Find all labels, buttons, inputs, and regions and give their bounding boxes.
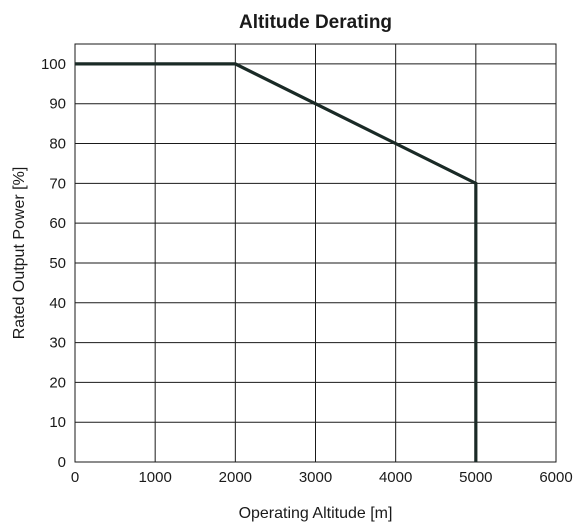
y-axis-label: Rated Output Power [%] (11, 167, 28, 340)
chart-title: Altitude Derating (239, 12, 392, 33)
y-tick-label-9: 90 (49, 96, 66, 113)
y-axis-ticks: 0 10 20 30 40 50 60 70 80 90 100 (41, 56, 66, 471)
y-tick-label-5: 50 (49, 255, 66, 272)
x-tick-label-6: 6000 (539, 469, 572, 486)
y-tick-label-3: 30 (49, 335, 66, 352)
y-tick-label-4: 40 (49, 295, 66, 312)
x-tick-label-0: 0 (71, 469, 79, 486)
series-layer (75, 62, 478, 462)
x-tick-label-3: 3000 (299, 469, 332, 486)
y-tick-label-7: 70 (49, 175, 66, 192)
x-tick-label-4: 4000 (379, 469, 412, 486)
x-tick-label-5: 5000 (459, 469, 492, 486)
y-tick-label-0: 0 (58, 454, 66, 471)
x-tick-label-1: 1000 (138, 469, 171, 486)
y-tick-label-1: 10 (49, 414, 66, 431)
y-tick-label-6: 60 (49, 215, 66, 232)
x-axis-label: Operating Altitude [m] (239, 505, 393, 522)
x-tick-label-2: 2000 (219, 469, 252, 486)
y-tick-label-2: 20 (49, 374, 66, 391)
grid (74, 44, 557, 463)
plot-frame (74, 43, 557, 463)
y-tick-label-8: 80 (49, 136, 66, 153)
x-axis-ticks: 0 1000 2000 3000 4000 5000 6000 (71, 469, 573, 486)
derating-line-0 (75, 62, 478, 462)
y-tick-label-10: 100 (41, 56, 66, 73)
